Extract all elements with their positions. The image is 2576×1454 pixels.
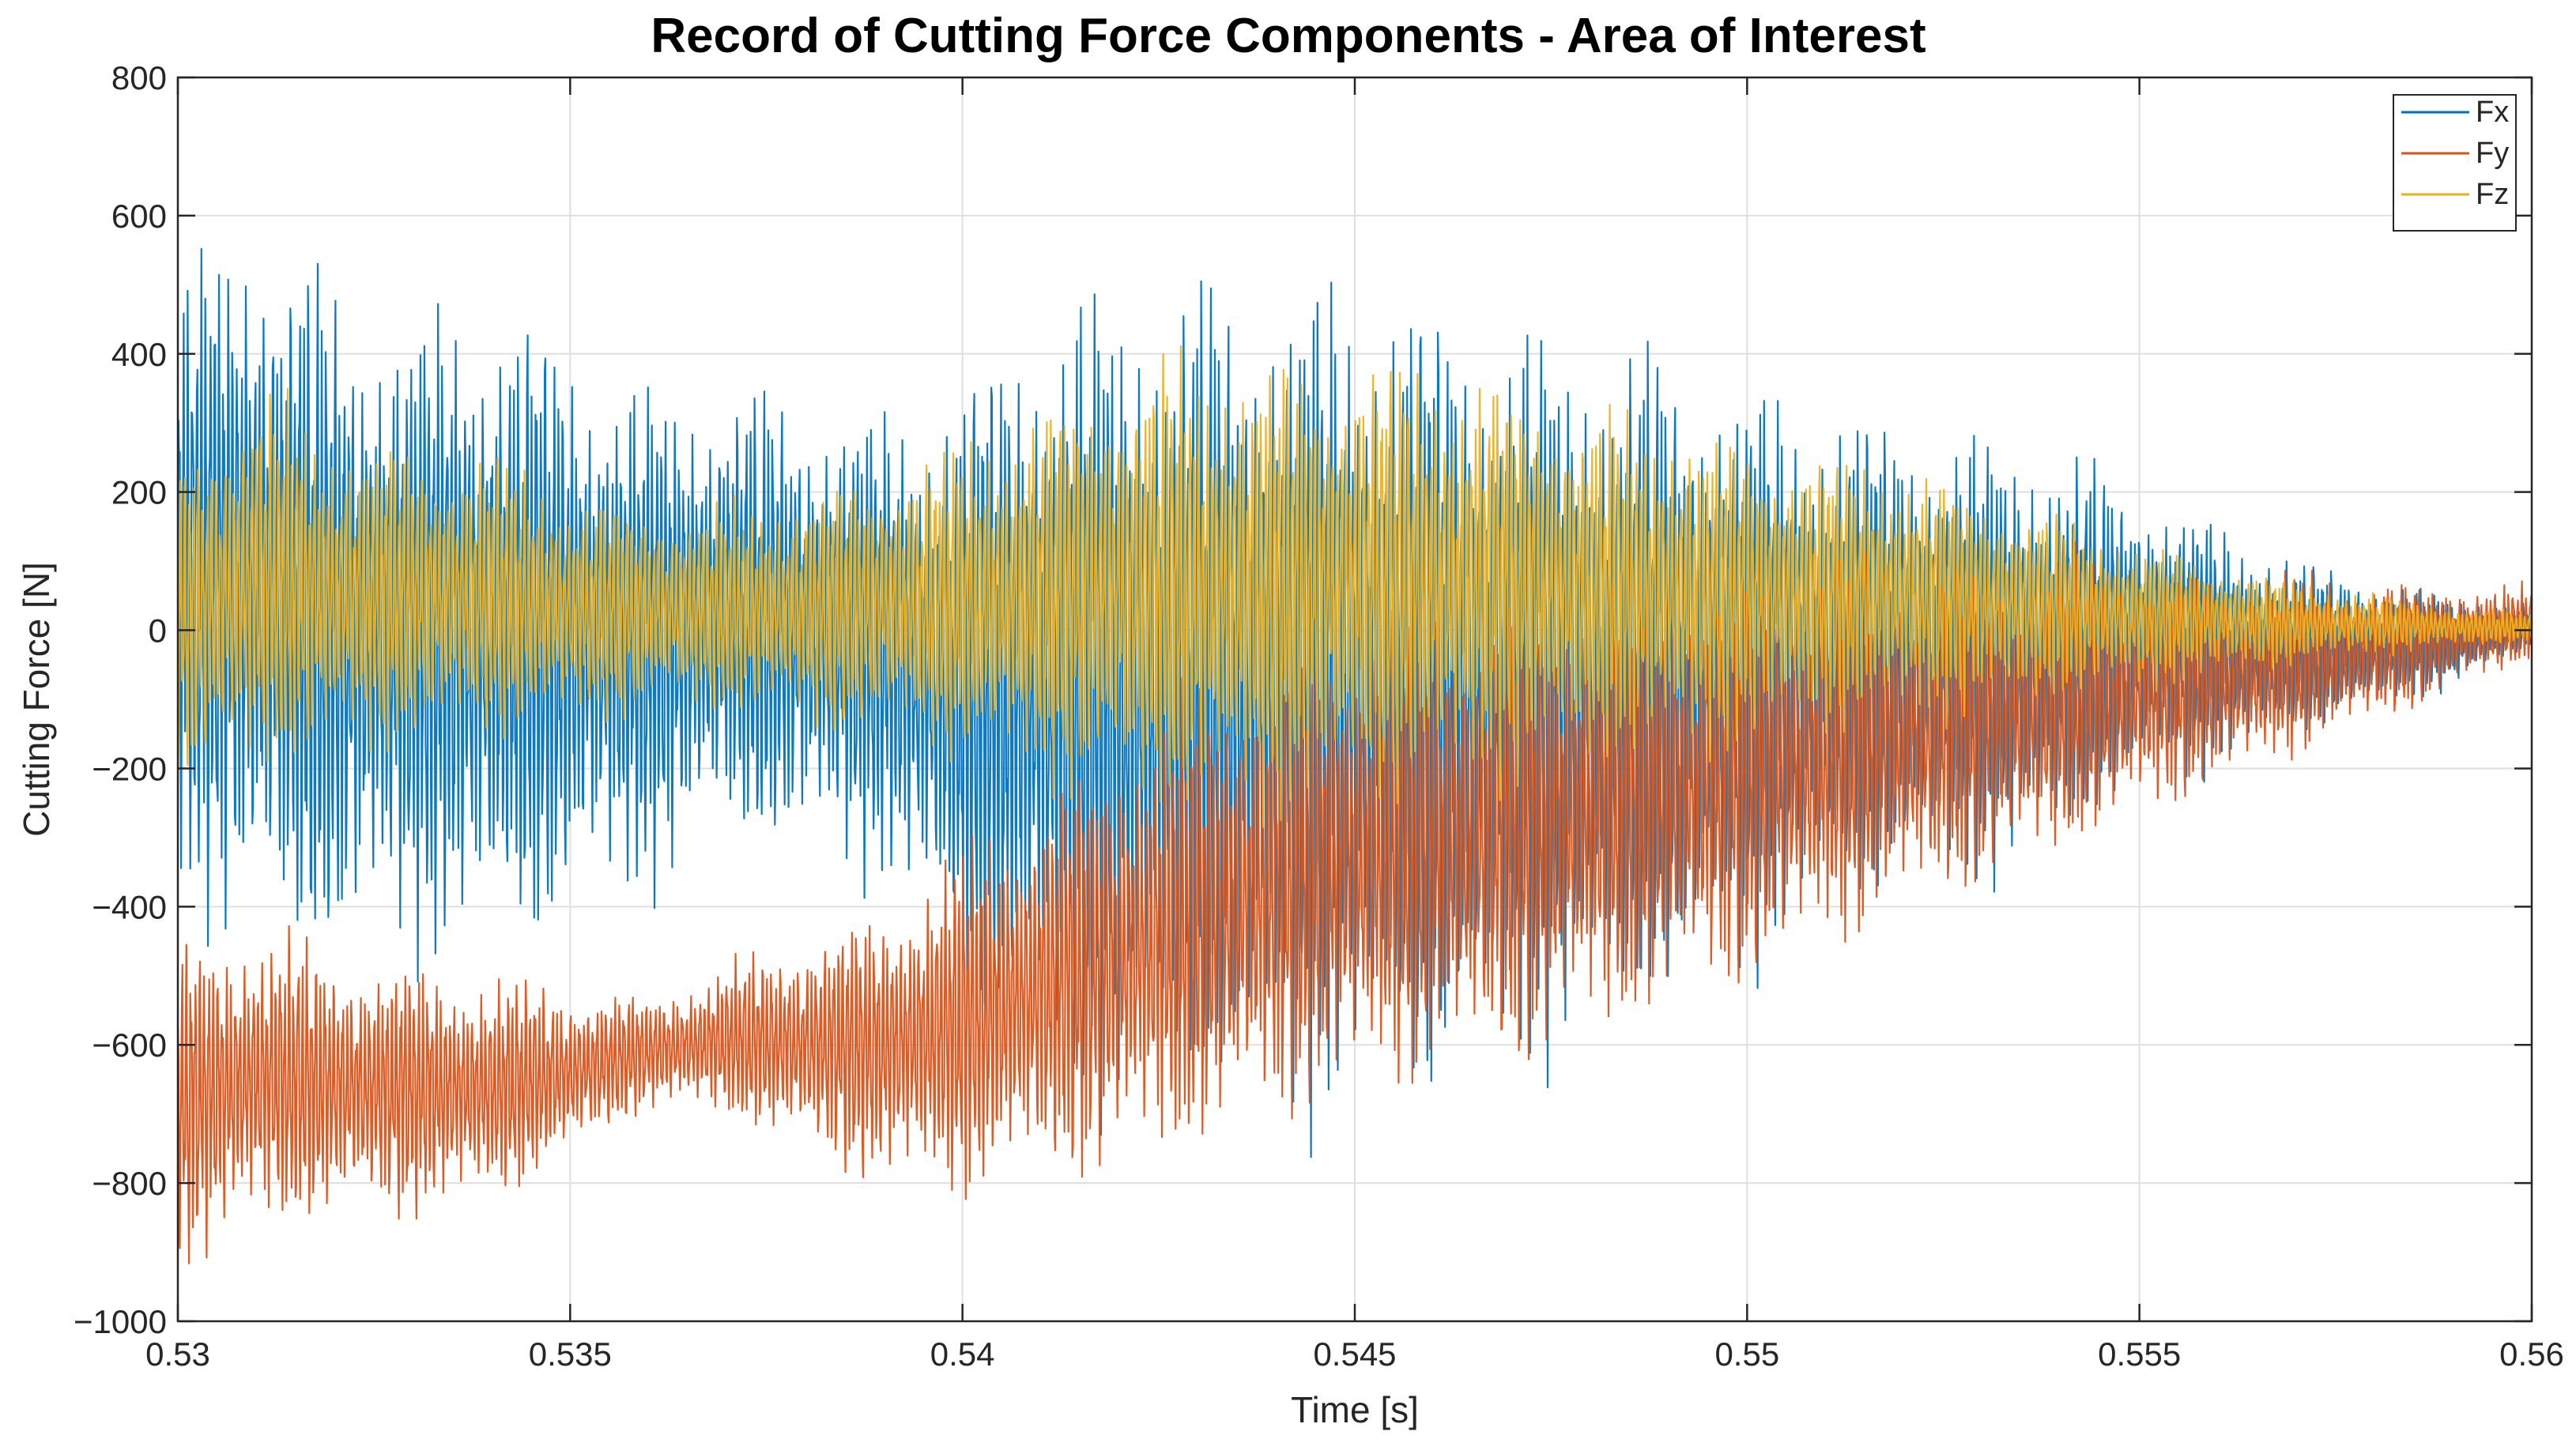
y-tick-label: 200 xyxy=(111,474,167,511)
legend-label-fx: Fx xyxy=(2476,96,2509,129)
x-tick-label: 0.53 xyxy=(145,1335,210,1373)
x-tick-label: 0.54 xyxy=(930,1335,995,1373)
legend-label-fy: Fy xyxy=(2476,137,2509,170)
y-tick-label: −400 xyxy=(92,888,167,925)
x-axis-label: Time [s] xyxy=(1291,1389,1419,1430)
ticks: 0.53 0.535 0.54 0.545 0.55 0.555 0.56 −1000 −800… xyxy=(74,59,2564,1373)
y-tick-label: 800 xyxy=(111,59,167,96)
series-line-fz xyxy=(176,345,2533,828)
x-tick-label: 0.535 xyxy=(529,1335,612,1373)
y-tick-label: −1000 xyxy=(74,1303,167,1340)
legend-box xyxy=(2393,94,2517,232)
y-tick-label: −200 xyxy=(92,750,167,787)
x-tick-label: 0.555 xyxy=(2098,1335,2181,1373)
chart-title: Record of Cutting Force Components - Are… xyxy=(651,9,1925,63)
y-tick-label: 400 xyxy=(111,336,167,373)
series-line-fy xyxy=(176,541,2533,1264)
y-tick-label: −600 xyxy=(92,1026,167,1064)
y-axis-label: Cutting Force [N] xyxy=(16,562,57,837)
x-tick-label: 0.56 xyxy=(2499,1335,2564,1373)
y-tick-label: 0 xyxy=(149,612,167,650)
y-tick-label: −800 xyxy=(92,1165,167,1202)
legend: Fx Fy Fz xyxy=(2393,94,2517,232)
series-line-fx xyxy=(176,247,2533,1158)
x-tick-label: 0.55 xyxy=(1714,1335,1779,1373)
x-tick-label: 0.545 xyxy=(1313,1335,1396,1373)
series-layer xyxy=(176,247,2533,1264)
legend-label-fz: Fz xyxy=(2476,178,2509,211)
y-tick-label: 600 xyxy=(111,198,167,235)
